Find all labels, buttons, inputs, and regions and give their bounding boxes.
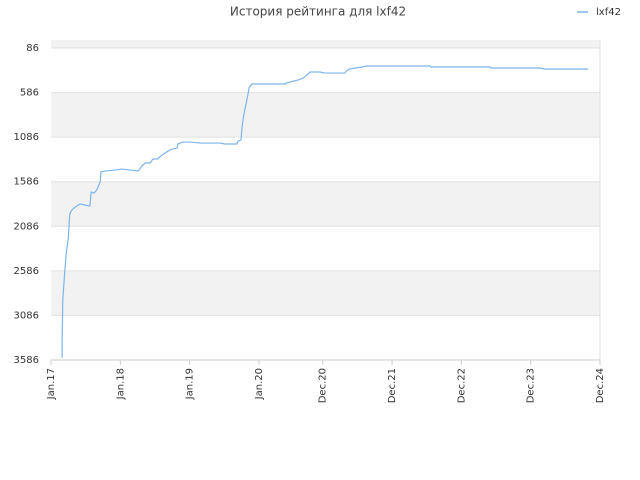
legend-label: lxf42	[596, 7, 621, 18]
y-tick-label: 3586	[14, 355, 39, 366]
chart-title: История рейтинга для lxf42	[230, 5, 406, 19]
x-tick-label: Dec.24	[595, 368, 606, 403]
x-tick-label: Dec.22	[456, 368, 467, 403]
x-tick-label: Jan.18	[115, 368, 126, 400]
y-tick-label: 1086	[14, 132, 39, 143]
y-tick-label: 2086	[14, 221, 39, 232]
y-tick-label: 2586	[14, 266, 39, 277]
x-tick-label: Dec.21	[387, 368, 398, 403]
x-tick-label: Dec.20	[318, 368, 329, 403]
y-tick-label: 86	[26, 43, 39, 54]
x-tick-label: Jan.19	[185, 368, 196, 400]
y-tick-label: 1586	[14, 177, 39, 188]
x-tick-label: Jan.20	[254, 368, 265, 400]
grid-band	[51, 181, 600, 227]
x-tick-label: Dec.23	[526, 368, 537, 403]
y-tick-label: 586	[20, 88, 39, 99]
y-tick-label: 3086	[14, 310, 39, 321]
grid-band	[51, 40, 600, 49]
grid-band	[51, 92, 600, 138]
grid-band	[51, 270, 600, 316]
series-line	[61, 65, 589, 359]
x-tick-label: Jan.17	[46, 368, 57, 400]
